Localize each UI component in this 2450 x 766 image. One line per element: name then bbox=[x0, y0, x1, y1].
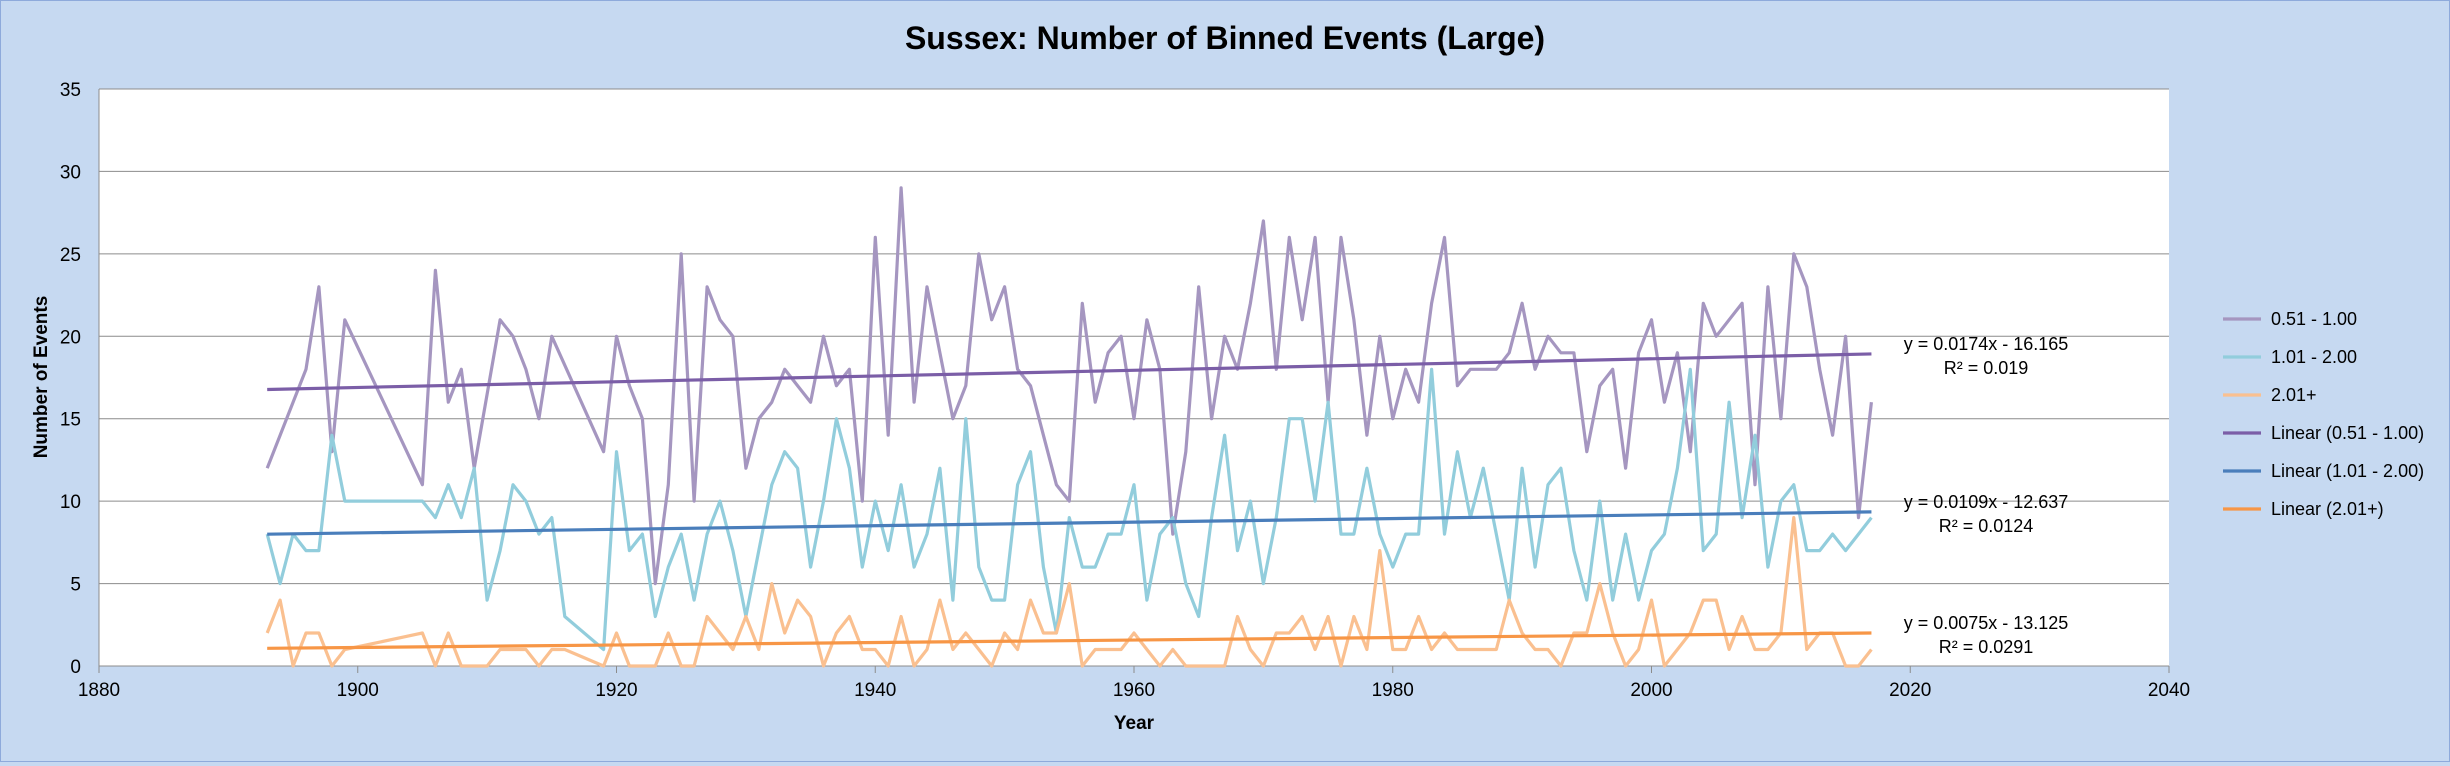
plot-area bbox=[99, 89, 2169, 666]
y-tick-label: 5 bbox=[70, 575, 81, 596]
legend-label: Linear (2.01+) bbox=[2271, 499, 2384, 519]
legend-label: 0.51 - 1.00 bbox=[2271, 309, 2357, 329]
legend-label: Linear (1.01 - 2.00) bbox=[2271, 461, 2424, 481]
chart-title: Sussex: Number of Binned Events (Large) bbox=[905, 20, 1545, 56]
y-tick-label: 25 bbox=[60, 245, 81, 266]
x-tick-label: 2020 bbox=[1889, 680, 1931, 701]
x-tick-label: 1920 bbox=[595, 680, 637, 701]
trendline-3 bbox=[267, 631, 1872, 650]
trend-r2-label: R² = 0.0291 bbox=[1939, 637, 2034, 657]
x-tick-label: 1880 bbox=[78, 680, 120, 701]
series-line-2 bbox=[265, 367, 1873, 652]
x-tick-label: 1980 bbox=[1372, 680, 1414, 701]
y-axis-label: Number of Events bbox=[31, 296, 52, 459]
x-axis-label: Year bbox=[1114, 713, 1155, 734]
legend-label: Linear (0.51 - 1.00) bbox=[2271, 423, 2424, 443]
y-tick-label: 10 bbox=[60, 492, 81, 513]
x-tick-label: 2000 bbox=[1630, 680, 1672, 701]
y-tick-label: 30 bbox=[60, 162, 81, 183]
x-tick-label: 1900 bbox=[337, 680, 379, 701]
trend-r2-label: R² = 0.019 bbox=[1944, 358, 2029, 378]
legend-label: 2.01+ bbox=[2271, 385, 2317, 405]
x-tick-label: 1940 bbox=[854, 680, 896, 701]
x-tick-label: 1960 bbox=[1113, 680, 1155, 701]
trend-r2-label: R² = 0.0124 bbox=[1939, 516, 2034, 536]
y-tick-label: 15 bbox=[60, 410, 81, 431]
legend-label: 1.01 - 2.00 bbox=[2271, 347, 2357, 367]
y-tick-label: 20 bbox=[60, 327, 81, 348]
series-line-3 bbox=[265, 515, 1873, 668]
y-tick-label: 35 bbox=[60, 80, 81, 101]
trendline-2 bbox=[267, 510, 1872, 536]
trend-equation-label: y = 0.0174x - 16.165 bbox=[1904, 334, 2069, 354]
trend-equation-label: y = 0.0109x - 12.637 bbox=[1904, 492, 2069, 512]
x-tick-label: 2040 bbox=[2148, 680, 2190, 701]
trend-equation-label: y = 0.0075x - 13.125 bbox=[1904, 613, 2069, 633]
trendline-1 bbox=[267, 352, 1872, 392]
y-tick-label: 0 bbox=[70, 657, 81, 678]
